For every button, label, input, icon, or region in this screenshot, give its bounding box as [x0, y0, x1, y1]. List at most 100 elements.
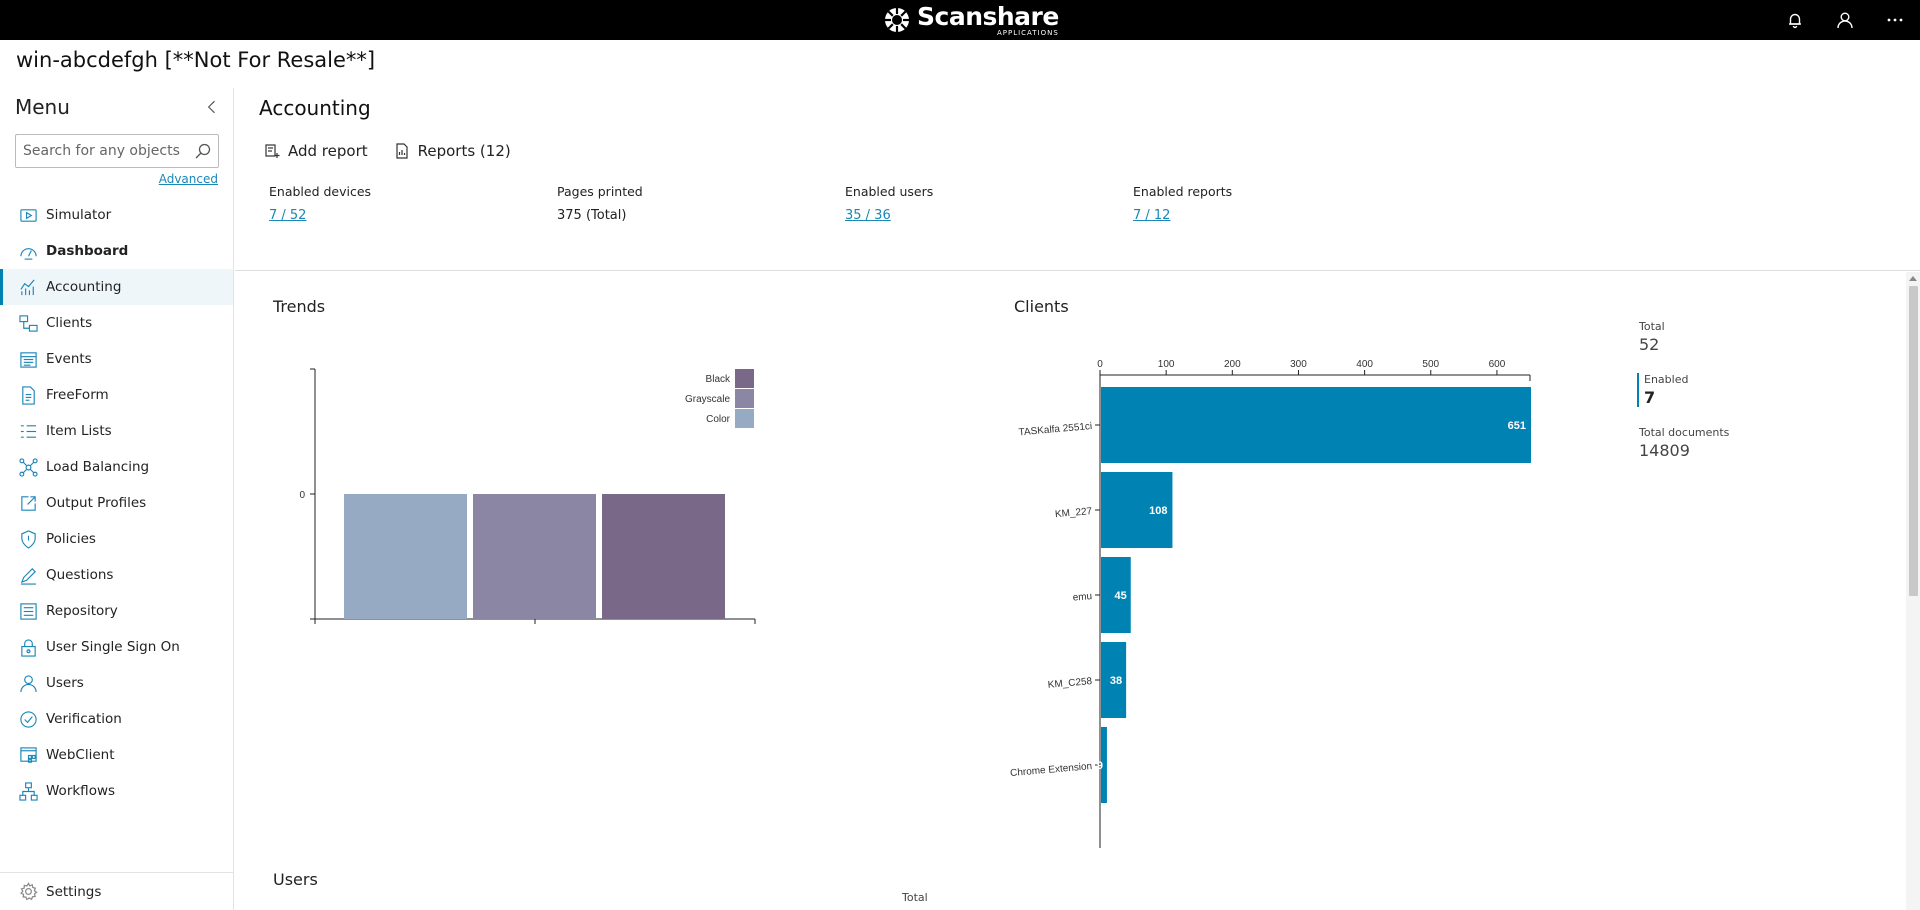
sidebar-item-settings[interactable]: Settings: [0, 872, 233, 910]
freeform-icon: [18, 385, 38, 405]
logo-name: Scanshare: [917, 1, 1059, 31]
clients-bar-value: 651: [1508, 420, 1526, 432]
add-report-label: Add report: [288, 142, 368, 160]
sidebar-item-freeform[interactable]: FreeForm: [0, 377, 233, 413]
clients-bar[interactable]: [1101, 557, 1131, 633]
trends-bar-grayscale[interactable]: [473, 494, 596, 619]
sidebar-item-label: Workflows: [46, 783, 116, 799]
collapse-menu-icon[interactable]: [202, 97, 222, 117]
sidebar-item-label: Dashboard: [46, 243, 129, 259]
sidebar-item-label: User Single Sign On: [46, 639, 180, 655]
sidebar-item-label: Simulator: [46, 207, 112, 223]
clients-category-label: TASKalfa 2551ci: [1018, 421, 1092, 438]
sidebar-item-label: Load Balancing: [46, 459, 150, 475]
top-bar: Scanshare APPLICATIONS: [0, 0, 1920, 40]
sidebar-item-label: FreeForm: [46, 387, 109, 403]
scroll-up-arrow[interactable]: [1909, 276, 1917, 281]
sidebar-item-clients[interactable]: Clients: [0, 305, 233, 341]
scanshare-logo[interactable]: Scanshare APPLICATIONS: [883, 3, 1059, 37]
reports-button[interactable]: Reports (12): [394, 142, 511, 160]
sidebar-item-item-lists[interactable]: Item Lists: [0, 413, 233, 449]
advanced-search-link[interactable]: Advanced: [158, 172, 218, 186]
sidebar-item-user-single-sign-on[interactable]: User Single Sign On: [0, 629, 233, 665]
stat-label: Pages printed: [557, 184, 643, 199]
client-documents-label: Total documents: [1639, 426, 1730, 439]
client-total-stat: Total 52: [1639, 320, 1665, 354]
users-icon: [18, 673, 38, 693]
clients-category-label: Chrome Extension: [1010, 761, 1093, 779]
client-enabled-label: Enabled: [1644, 373, 1689, 386]
clients-x-tick-label: 500: [1422, 359, 1439, 370]
sidebar-item-repository[interactable]: Repository: [0, 593, 233, 629]
main-scrollbar[interactable]: [1906, 272, 1920, 910]
clients-bar[interactable]: [1101, 727, 1107, 803]
clients-category-label: KM_227: [1055, 506, 1093, 520]
clients-bar[interactable]: [1101, 387, 1531, 463]
clients-title: Clients: [1014, 297, 1069, 316]
notifications-bell-icon[interactable]: [1770, 0, 1820, 40]
clients-bar[interactable]: [1101, 642, 1127, 718]
search-input[interactable]: [16, 135, 184, 167]
sidebar-item-label: Users: [46, 675, 84, 691]
logo-subtitle: APPLICATIONS: [996, 28, 1059, 37]
sso-icon: [18, 637, 38, 657]
client-enabled-stat[interactable]: Enabled 7: [1637, 373, 1688, 407]
sidebar-item-events[interactable]: Events: [0, 341, 233, 377]
header-divider: [235, 270, 1920, 271]
questions-icon: [18, 565, 38, 585]
simulator-icon: [18, 205, 38, 225]
sidebar-item-label: Repository: [46, 603, 118, 619]
trends-title: Trends: [273, 297, 326, 316]
enabled-users-link[interactable]: 35 / 36: [845, 208, 891, 223]
sidebar-item-label: WebClient: [46, 747, 115, 763]
load-balancing-icon: [18, 457, 38, 477]
sidebar-item-label: Accounting: [46, 279, 122, 295]
sidebar-item-label: Item Lists: [46, 423, 112, 439]
add-report-button[interactable]: Add report: [264, 142, 368, 160]
stat-enabled-devices: Enabled devices 7 / 52: [269, 184, 557, 223]
page-title: Accounting: [259, 96, 371, 120]
sidebar-item-workflows[interactable]: Workflows: [0, 773, 233, 809]
clients-x-tick-label: 400: [1356, 359, 1373, 370]
sidebar-item-simulator[interactable]: Simulator: [0, 197, 233, 233]
dashboard-icon: [18, 241, 38, 261]
pages-printed-value: 375 (Total): [557, 208, 627, 223]
sidebar-item-questions[interactable]: Questions: [0, 557, 233, 593]
clients-x-tick-label: 200: [1224, 359, 1241, 370]
search-icon[interactable]: [195, 143, 211, 159]
sidebar-item-policies[interactable]: Policies: [0, 521, 233, 557]
scanshare-logo-icon: [885, 8, 909, 32]
clients-bar-value: 38: [1110, 675, 1122, 687]
sidebar-item-dashboard[interactable]: Dashboard: [0, 233, 233, 269]
add-report-icon: [265, 144, 280, 158]
client-total-label: Total: [1639, 320, 1665, 333]
sidebar-item-output-profiles[interactable]: Output Profiles: [0, 485, 233, 521]
sidebar-item-users[interactable]: Users: [0, 665, 233, 701]
enabled-devices-link[interactable]: 7 / 52: [269, 208, 307, 223]
trends-bar-black[interactable]: [602, 494, 725, 619]
clients-x-tick-label: 600: [1489, 359, 1506, 370]
more-options-icon[interactable]: [1870, 0, 1920, 40]
user-account-icon[interactable]: [1820, 0, 1870, 40]
clients-bar-value: 108: [1149, 505, 1167, 517]
client-enabled-value: 7: [1644, 388, 1656, 407]
scrollbar-thumb[interactable]: [1909, 286, 1918, 596]
legend-label-grayscale: Grayscale: [685, 394, 730, 405]
sidebar-item-label: Policies: [46, 531, 96, 547]
sidebar-item-accounting[interactable]: Accounting: [0, 269, 233, 305]
sidebar-item-load-balancing[interactable]: Load Balancing: [0, 449, 233, 485]
policies-icon: [18, 529, 38, 549]
stat-label: Enabled devices: [269, 184, 372, 199]
host-title: win-abcdefgh [**Not For Resale**]: [16, 48, 376, 72]
stat-label: Enabled users: [845, 184, 934, 199]
clients-bar[interactable]: [1101, 472, 1173, 548]
enabled-reports-link[interactable]: 7 / 12: [1133, 208, 1171, 223]
sidebar-item-label: Verification: [46, 711, 122, 727]
clients-x-tick-label: 0: [1097, 359, 1103, 370]
sidebar-item-verification[interactable]: Verification: [0, 701, 233, 737]
legend-swatch-color: [735, 409, 754, 428]
trends-bar-color[interactable]: [344, 494, 467, 619]
clients-category-label: emu: [1072, 591, 1092, 604]
stat-pages-printed: Pages printed 375 (Total): [557, 184, 845, 223]
sidebar-item-webclient[interactable]: WebClient: [0, 737, 233, 773]
